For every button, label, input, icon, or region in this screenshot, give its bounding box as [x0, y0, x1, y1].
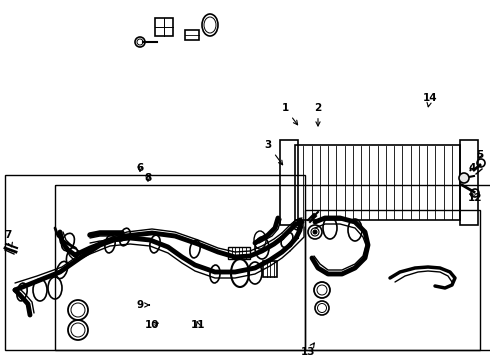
Text: 10: 10	[145, 320, 159, 330]
Bar	[460, 140, 478, 225]
Text: 13: 13	[301, 343, 315, 357]
Text: 9: 9	[136, 300, 149, 310]
Bar	[5, 175, 305, 350]
Bar	[305, 210, 480, 350]
Bar	[263, 261, 277, 277]
Circle shape	[313, 230, 317, 234]
Text: 1: 1	[281, 103, 297, 125]
Text: 11: 11	[191, 320, 205, 330]
Text: 3: 3	[0, 359, 1, 360]
Bar	[295, 145, 460, 220]
Text: 5: 5	[476, 150, 484, 160]
Bar	[228, 247, 250, 259]
Text: 8: 8	[145, 173, 151, 183]
Text: 6: 6	[136, 163, 144, 173]
Text: 4: 4	[468, 163, 476, 173]
Text: 3: 3	[265, 140, 283, 165]
Text: 7: 7	[4, 230, 12, 247]
Bar	[185, 30, 199, 40]
Bar	[280, 140, 298, 225]
Bar	[55, 185, 490, 350]
Text: 2: 2	[315, 103, 321, 126]
Bar	[155, 18, 173, 36]
Text: 14: 14	[423, 93, 437, 107]
Circle shape	[459, 173, 469, 183]
Text: 12: 12	[468, 193, 482, 203]
